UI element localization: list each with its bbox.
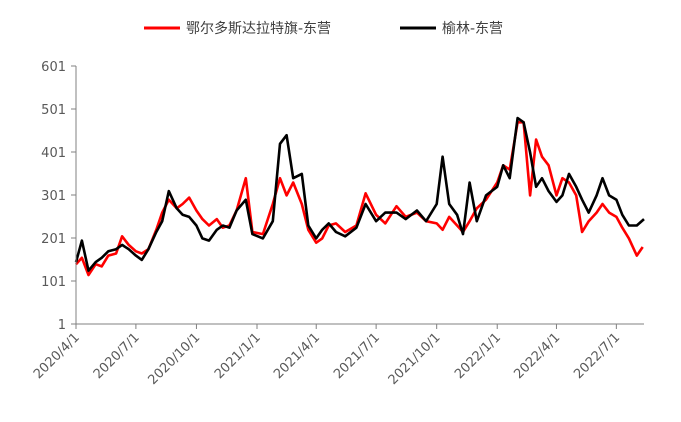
x-tick-label: 2022/1/1: [452, 330, 504, 382]
x-tick-label: 2021/7/1: [331, 330, 383, 382]
x-tick-label: 2021/10/1: [386, 330, 444, 388]
series-line-ordos-dongying: [75, 121, 644, 277]
x-tick-label: 2021/1/1: [212, 330, 264, 382]
x-tick-label: 2020/4/1: [31, 330, 83, 382]
x-tick-label: 2020/10/1: [146, 330, 204, 388]
y-tick-label: 601: [41, 60, 66, 75]
x-tick-label: 2020/7/1: [91, 330, 143, 382]
x-tick-label: 2022/4/1: [511, 330, 563, 382]
plot-area: [74, 116, 645, 277]
series-line-yulin-dongying: [74, 116, 645, 272]
legend-label-ordos-dongying: 鄂尔多斯达拉特旗-东营: [186, 20, 331, 37]
y-tick-label: 201: [41, 232, 66, 247]
y-tick-label: 1: [58, 318, 66, 333]
x-tick-label: 2022/7/1: [571, 330, 623, 382]
y-tick-label: 501: [41, 103, 66, 118]
y-tick-label: 401: [41, 146, 66, 161]
legend: 鄂尔多斯达拉特旗-东营 榆林-东营: [144, 20, 503, 37]
y-tick-label: 101: [41, 275, 66, 290]
y-tick-label: 301: [41, 189, 66, 204]
legend-label-yulin-dongying: 榆林-东营: [442, 21, 503, 37]
x-tick-label: 2021/4/1: [271, 330, 323, 382]
